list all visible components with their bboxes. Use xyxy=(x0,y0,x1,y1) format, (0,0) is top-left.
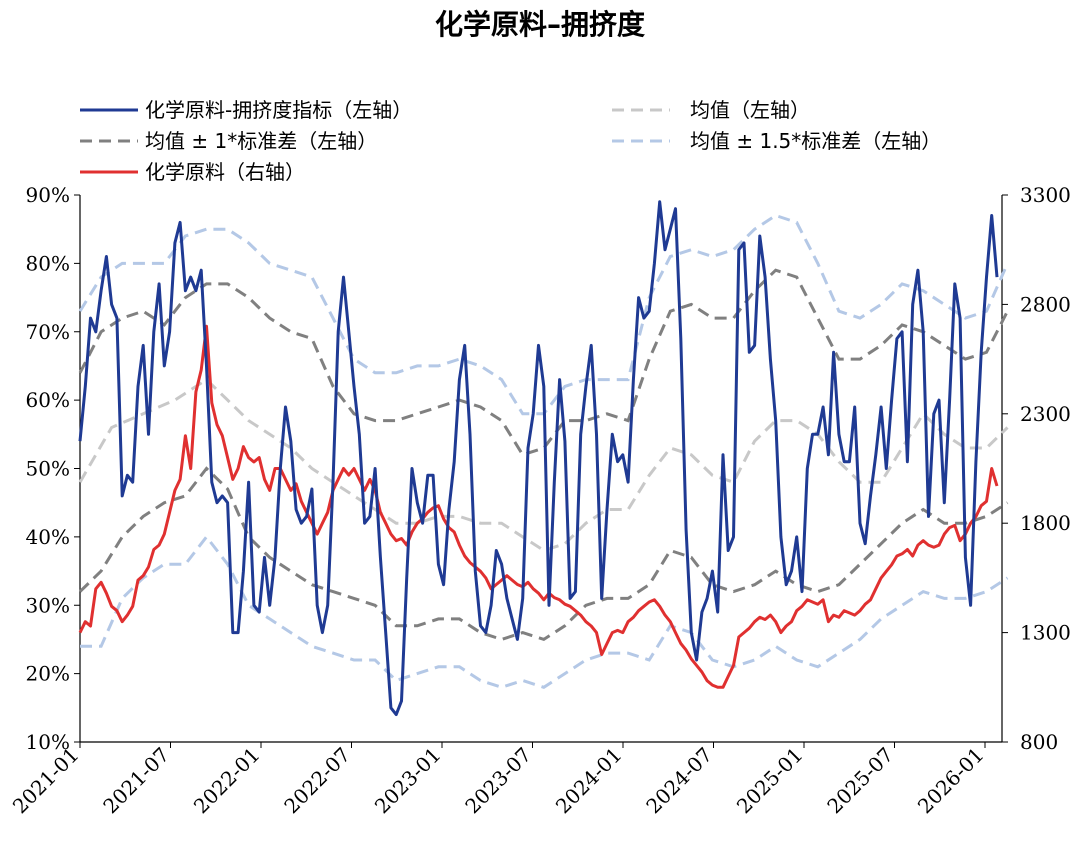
x-tick-label: 2023-01 xyxy=(370,743,446,819)
legend-label-crowding: 化学原料-拥挤度指标（左轴） xyxy=(145,98,412,122)
legend-label-sd1: 均值 ± 1*标准差（左轴） xyxy=(145,129,377,153)
left-tick-label: 10% xyxy=(26,730,70,754)
legend-item-mean: 均值（左轴） xyxy=(612,98,810,122)
plot-area: 10% 20% 30% 40% 50% 60% 70% 80% 90% 800 1300 1800 23… xyxy=(8,183,1071,818)
legend-label-sd15: 均值 ± 1.5*标准差（左轴） xyxy=(690,129,941,153)
legend-label-price: 化学原料（右轴） xyxy=(145,160,305,184)
series-mean xyxy=(78,377,1009,553)
right-tick-label: 2800 xyxy=(1020,292,1071,316)
left-tick-label: 20% xyxy=(26,662,70,686)
legend-item-sd15: 均值 ± 1.5*标准差（左轴） xyxy=(612,129,941,153)
left-tick-label: 30% xyxy=(26,593,70,617)
legend-label-mean: 均值（左轴） xyxy=(690,98,810,122)
right-tick-label: 1300 xyxy=(1020,621,1071,645)
x-tick-label: 2025-07 xyxy=(822,743,898,819)
series-sd1-upper xyxy=(78,268,1009,457)
right-tick-label: 2300 xyxy=(1020,402,1071,426)
x-tick-label: 2026-01 xyxy=(913,743,989,819)
left-tick-label: 70% xyxy=(26,320,70,344)
x-tick-label: 2021-07 xyxy=(98,743,174,819)
right-tick-label: 3300 xyxy=(1020,183,1071,207)
left-tick-label: 40% xyxy=(26,525,70,549)
x-tick-label: 2024-07 xyxy=(641,743,717,819)
right-tick-label: 1800 xyxy=(1020,511,1071,535)
legend-item-price: 化学原料（右轴） xyxy=(80,160,305,184)
series-crowding xyxy=(78,200,999,717)
right-tick-label: 800 xyxy=(1020,730,1058,754)
series-sd1-lower xyxy=(78,466,1009,642)
legend: 化学原料-拥挤度指标（左轴） 均值（左轴） 均值 ± 1*标准差（左轴） 均值 … xyxy=(80,98,941,184)
x-tick-label: 2022-01 xyxy=(189,743,265,819)
left-tick-label: 80% xyxy=(26,251,70,275)
legend-item-sd1: 均值 ± 1*标准差（左轴） xyxy=(80,129,377,153)
x-tick-label: 2023-07 xyxy=(460,743,536,819)
left-tick-label: 50% xyxy=(26,457,70,481)
x-tick-label: 2024-01 xyxy=(551,743,627,819)
x-tick-label: 2022-07 xyxy=(279,743,355,819)
left-tick-label: 60% xyxy=(26,388,70,412)
series-sd15-lower xyxy=(80,534,1009,689)
legend-item-crowding: 化学原料-拥挤度指标（左轴） xyxy=(80,98,412,122)
chart-title: 化学原料–拥挤度 xyxy=(435,8,645,41)
series-price xyxy=(78,324,999,689)
x-tick-label: 2025-01 xyxy=(732,743,808,819)
left-tick-label: 90% xyxy=(26,183,70,207)
